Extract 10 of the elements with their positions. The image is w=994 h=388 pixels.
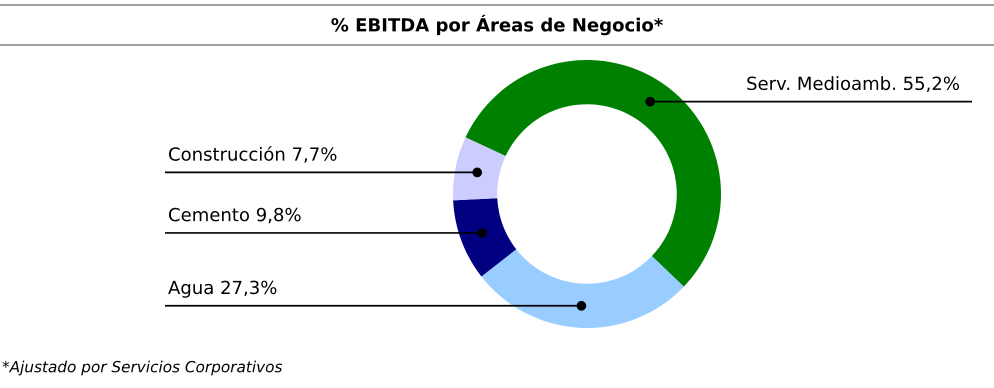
donut-slice <box>481 249 684 328</box>
donut-slice <box>453 137 506 200</box>
slice-label: Cemento 9,8% <box>169 208 301 224</box>
text: *Ajustado por Servicios Corporativos <box>2 360 282 376</box>
donut-slice <box>453 198 516 276</box>
slice-label: Construcción 7,7% <box>169 146 336 163</box>
donut-slice <box>466 60 721 287</box>
slice-label: Serv. Medioamb. 55,2% <box>747 76 959 92</box>
slice-label: Agua 27,3% <box>168 280 276 298</box>
chart-title: % EBITDA por Áreas de Negocio* <box>331 14 663 36</box>
